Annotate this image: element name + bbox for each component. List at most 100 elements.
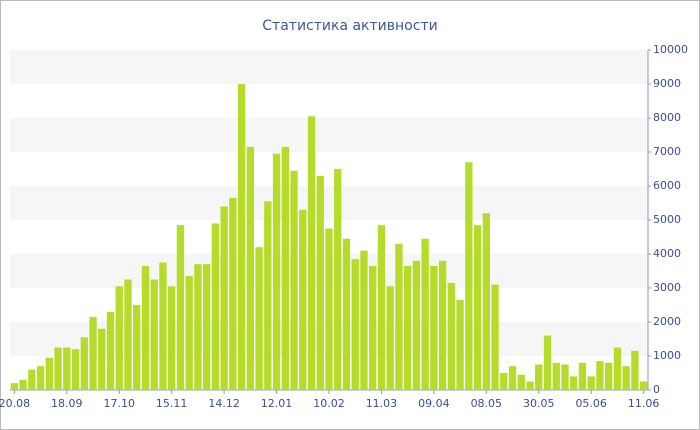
y-tick-label: 8000 (653, 111, 681, 124)
bar (176, 225, 185, 390)
chart-title: Статистика активности (262, 18, 437, 34)
bar (430, 265, 438, 390)
x-tick-label: 05.06 (575, 397, 607, 410)
y-tick-label: 2000 (653, 315, 681, 328)
bar (281, 146, 289, 390)
y-tick-label: 6000 (653, 179, 681, 192)
bar (19, 379, 27, 390)
y-tick-label: 1000 (653, 349, 681, 362)
bar (508, 366, 517, 390)
bar (395, 243, 403, 390)
bar (202, 264, 211, 390)
bar (220, 206, 228, 390)
bar (80, 337, 88, 390)
x-tick-label: 14.12 (208, 397, 240, 410)
bar (570, 376, 578, 390)
bar (377, 225, 386, 390)
bar (596, 361, 604, 390)
bar (473, 225, 482, 390)
bar (264, 201, 272, 390)
bar (211, 223, 220, 390)
bar (535, 364, 543, 390)
grid-band (10, 118, 648, 152)
bar (622, 366, 630, 390)
bar (185, 276, 193, 390)
bar (587, 376, 595, 390)
bar (63, 347, 71, 390)
bar (168, 286, 176, 390)
bar (307, 116, 316, 391)
bar (89, 316, 97, 390)
bar (133, 305, 141, 390)
bar (412, 260, 421, 390)
bar (71, 349, 80, 390)
bar (526, 381, 534, 390)
bar (386, 286, 394, 390)
grid-band (10, 186, 648, 220)
y-tick-label: 5000 (653, 213, 681, 226)
x-tick-label: 12.01 (261, 397, 293, 410)
bar (194, 264, 202, 390)
bar (159, 262, 167, 390)
bar (45, 357, 53, 390)
bar (552, 362, 560, 390)
y-tick-label: 7000 (653, 145, 681, 158)
x-tick-label: 18.09 (51, 397, 83, 410)
bar (561, 364, 569, 390)
bar (605, 362, 613, 390)
bar (517, 374, 525, 390)
bar (36, 366, 45, 390)
bar (456, 299, 464, 390)
bar (255, 247, 263, 390)
grid-band (10, 50, 648, 84)
bar (342, 238, 351, 390)
bar (438, 260, 447, 390)
bar (246, 146, 255, 390)
x-tick-label: 17.10 (103, 397, 135, 410)
bar (106, 311, 115, 390)
y-tick-label: 9000 (653, 77, 681, 90)
bar (325, 228, 333, 390)
bar (543, 335, 552, 390)
bar (98, 328, 106, 390)
x-tick-label: 20.08 (0, 397, 30, 410)
bar (290, 170, 298, 390)
x-tick-label: 11.06 (628, 397, 660, 410)
bar (482, 213, 490, 390)
x-tick-label: 09.04 (418, 397, 450, 410)
bar (500, 373, 508, 390)
bar (124, 279, 132, 390)
x-tick-label: 30.05 (523, 397, 555, 410)
bar (613, 347, 622, 390)
bar (360, 250, 368, 390)
y-tick-label: 4000 (653, 247, 681, 260)
x-tick-label: 15.11 (156, 397, 188, 410)
y-tick-label: 10000 (653, 43, 688, 56)
bar (316, 175, 324, 390)
bar (403, 265, 412, 390)
x-tick-label: 08.05 (471, 397, 503, 410)
y-tick-label: 0 (653, 383, 660, 396)
bar (10, 383, 19, 390)
bar (447, 282, 456, 390)
bar (272, 153, 281, 390)
bar (491, 284, 499, 390)
bar (115, 286, 123, 390)
bar (465, 162, 473, 390)
y-tick-label: 3000 (653, 281, 681, 294)
bar (639, 381, 648, 390)
bar (421, 238, 429, 390)
bar (351, 259, 359, 390)
x-tick-label: 10.02 (313, 397, 345, 410)
x-tick-label: 11.03 (366, 397, 398, 410)
bar (141, 265, 150, 390)
bar (369, 265, 377, 390)
bar (150, 279, 158, 390)
bar (237, 84, 246, 390)
bar (28, 369, 36, 390)
bar (229, 197, 237, 390)
bar (299, 209, 307, 390)
bar (578, 362, 587, 390)
bar (334, 169, 342, 390)
